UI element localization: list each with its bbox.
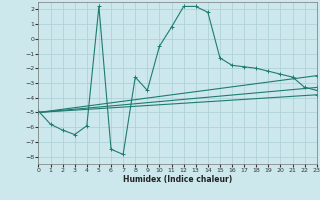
X-axis label: Humidex (Indice chaleur): Humidex (Indice chaleur)	[123, 175, 232, 184]
